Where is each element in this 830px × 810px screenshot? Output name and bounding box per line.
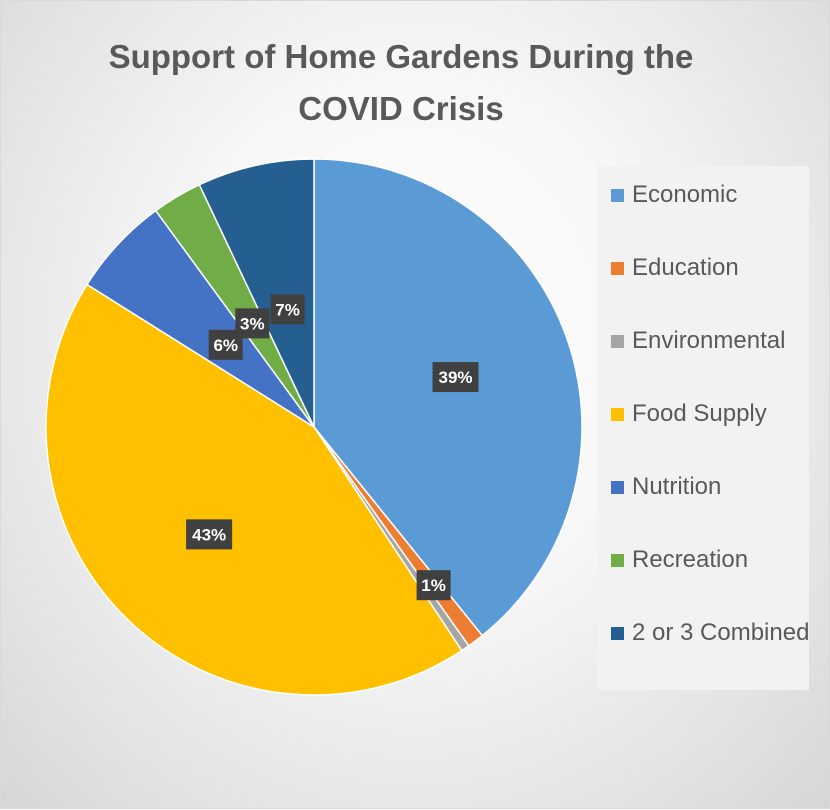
data-label-text: 1% [421, 576, 446, 595]
legend-label: Recreation [632, 546, 749, 573]
pie-data-labels: 39% 1% 43% 6%3% 7% [186, 294, 479, 601]
pie-slice-food-supply [45, 283, 463, 696]
data-label-box [270, 294, 305, 325]
legend-swatch [611, 335, 624, 348]
pie-slice-2-or-3-combined [198, 158, 315, 428]
data-label-text: 39% [439, 368, 473, 387]
chart-title: Support of Home Gardens During the COVID… [108, 38, 694, 127]
legend-label: Environmental [632, 327, 786, 354]
data-label-economic: 39% [432, 362, 479, 393]
data-label-food-supply: 43% [186, 519, 233, 550]
data-label-text: 7% [275, 300, 300, 319]
pie-slices [45, 158, 583, 696]
legend-label: Nutrition [632, 473, 722, 500]
legend-swatch [611, 262, 624, 275]
legend-swatch [611, 554, 624, 567]
data-label-box [235, 308, 270, 339]
data-label-box [186, 519, 233, 550]
legend-swatch [611, 189, 624, 202]
legend-label: Education [632, 254, 739, 281]
legend-label: Food Supply [632, 400, 767, 427]
data-label-recreation: 3% [235, 308, 270, 339]
legend-label: 2 or 3 Combined [632, 619, 810, 646]
data-label-text: 6% [213, 336, 238, 355]
data-label-2-or-3-combined: 7% [270, 294, 305, 325]
legend-swatch [611, 627, 624, 640]
data-label-text: 43% [192, 525, 226, 544]
pie-slice-economic [313, 158, 583, 637]
legend-label: Economic [632, 181, 738, 208]
legend-swatch [611, 481, 624, 494]
legend-swatch [611, 408, 624, 421]
legend: Economic Education Environmental Food Su… [597, 166, 809, 690]
data-label-education: 1% [416, 570, 451, 601]
data-label-box [416, 570, 451, 601]
data-label-text: 3% [240, 314, 265, 333]
data-label-box [432, 362, 479, 393]
